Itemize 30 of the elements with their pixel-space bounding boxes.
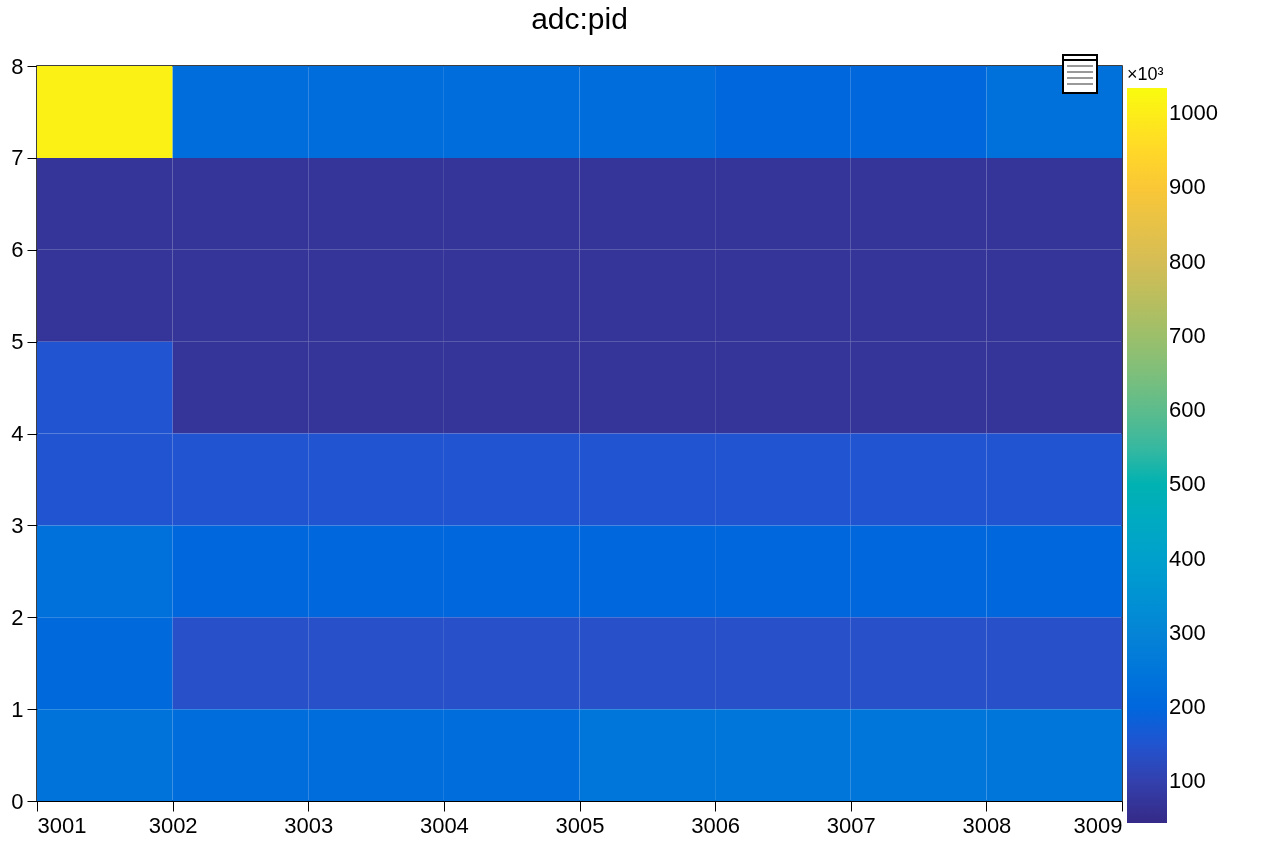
color-bar-title: ×10³ (1127, 64, 1164, 84)
color-bar-label: 100 (1169, 768, 1206, 794)
chart-title: adc:pid (531, 2, 628, 35)
x-tick-label: 3003 (284, 812, 334, 838)
y-tick-label: 1 (11, 696, 24, 722)
x-tick-label: 3009 (1073, 812, 1123, 838)
x-tick-label: 3001 (37, 812, 87, 838)
color-bar-label: 200 (1169, 694, 1206, 720)
y-tick-label: 6 (11, 237, 24, 263)
y-tick-label: 3 (11, 512, 24, 538)
color-bar-label: 500 (1169, 471, 1206, 497)
y-tick-label: 5 (11, 329, 24, 355)
color-bar-label: 1000 (1169, 100, 1218, 126)
x-tick-label: 3008 (962, 812, 1012, 838)
color-bar-label: 400 (1169, 545, 1206, 571)
x-tick-label: 3004 (419, 812, 469, 838)
color-bar-label: 700 (1169, 322, 1206, 348)
color-bar-label: 300 (1169, 619, 1206, 645)
y-tick-label: 0 (11, 788, 24, 814)
color-bar-label: 600 (1169, 397, 1206, 423)
y-tick-label: 2 (11, 604, 24, 630)
x-tick-label: 3005 (555, 812, 605, 838)
color-bar-label: 800 (1169, 248, 1206, 274)
y-tick-label: 7 (11, 145, 24, 171)
x-tick-label: 3007 (826, 812, 876, 838)
x-tick-label: 3006 (691, 812, 741, 838)
y-tick-label: 8 (11, 53, 24, 79)
x-tick-label: 3002 (148, 812, 198, 838)
y-tick-label: 4 (11, 421, 24, 446)
color-bar-label: 900 (1169, 174, 1206, 200)
